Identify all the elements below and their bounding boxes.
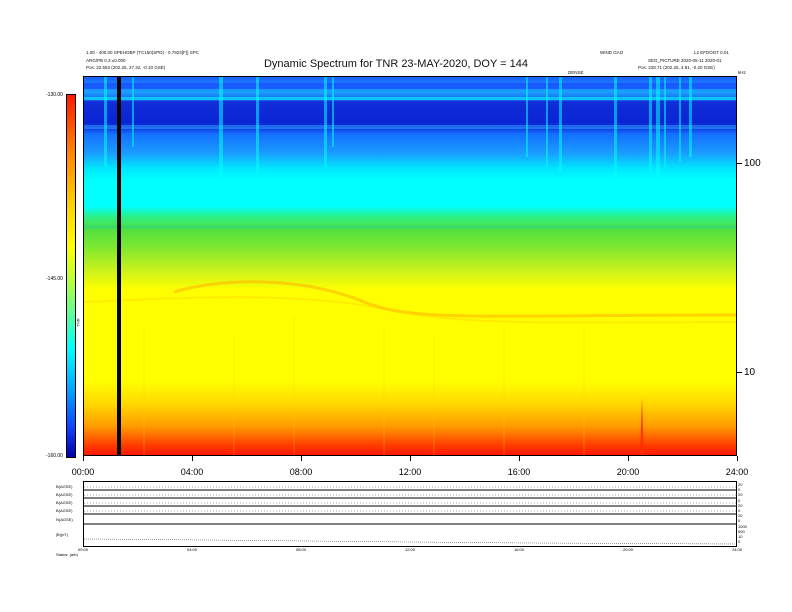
- panel-right-tick-label: 10: [738, 534, 743, 539]
- marker-label: DENSE: [568, 70, 584, 75]
- panel-right-tick-label: 1000: [738, 523, 747, 529]
- panel-right-tick-label: 20: [738, 482, 743, 487]
- x-tick-mark: [519, 456, 520, 461]
- panel-right-tick-label: 500: [738, 528, 745, 534]
- header-info-center-right: WIND GAO: [600, 50, 624, 55]
- panel-right-tick-label: 0: [738, 508, 741, 513]
- panel-x-tick-label: 20:00: [622, 547, 633, 552]
- header-info-right-3: Pos: 228.71 (202.25, 4.81, -0.20 GSE): [638, 65, 715, 70]
- panel-right-tick-label: 0: [738, 518, 741, 524]
- header-info-right-1: L2 EFDOOT 0.01: [694, 50, 729, 55]
- x-tick-label: 24:00: [725, 467, 749, 477]
- data-gap-bar: [117, 77, 121, 455]
- panel-x-tick-label: 08:00: [295, 547, 306, 552]
- colorbar-unit: TNR: [75, 318, 81, 327]
- header-info-left-3: Pos: 22.553 (202.25, 27.32, -0.10 GSE): [86, 65, 166, 70]
- header-info-left-1: 1.00 - 400.00 SPEHOBP (TC150(SPD) - 0.79…: [86, 50, 199, 55]
- x-tick-label: 20:00: [616, 467, 640, 477]
- panel-label-2: B(AGSE): [56, 492, 73, 497]
- panel-right-tick-label: 20: [738, 492, 743, 498]
- panel-label-4: B(AGSE): [56, 508, 73, 513]
- x-tick-mark: [737, 456, 738, 461]
- x-tick-label: 12:00: [398, 467, 422, 477]
- panel-right-tick-label: 0: [738, 497, 741, 503]
- colorbar-label-top: -130.00: [46, 92, 63, 98]
- x-tick-label: 16:00: [507, 467, 531, 477]
- panel-right-tick-label: 20: [738, 513, 743, 519]
- panel-right-tick-label: 20: [738, 502, 743, 508]
- panel-x-tick-label: 04:00: [186, 547, 197, 552]
- panel-footer-label: Status: (a/b): [56, 552, 78, 557]
- y-tick-mark-100: [736, 163, 742, 164]
- y-tick-label-10: 10: [744, 367, 756, 378]
- axis-unit-right: kHz: [738, 70, 746, 75]
- panel-label-5: N(AGSE): [56, 517, 73, 522]
- x-tick-label: 04:00: [180, 467, 204, 477]
- y-tick-mark-10: [736, 372, 742, 373]
- chart-title: Dynamic Spectrum for TNR 23-MAY-2020, DO…: [263, 58, 528, 70]
- panel-label-1: B(AGSE): [56, 484, 73, 489]
- spectrogram-plot: [83, 76, 737, 456]
- colorbar: [66, 94, 76, 458]
- header-info-right-2: SEG_PICTURE 2020-05-11 2020-01: [648, 58, 722, 63]
- colorbar-label-mid: -145.00: [46, 276, 63, 282]
- parameter-panel: [83, 481, 737, 547]
- panel-x-tick-label: 00:00: [77, 547, 88, 552]
- x-tick-mark: [83, 456, 84, 461]
- panel-x-tick-label: 16:00: [513, 547, 524, 552]
- colorbar-label-bottom: -160.00: [46, 453, 63, 459]
- panel-x-tick-label: 12:00: [404, 547, 415, 552]
- x-tick-mark: [192, 456, 193, 461]
- x-tick-label: 00:00: [71, 467, 95, 477]
- x-tick-label: 08:00: [289, 467, 313, 477]
- panel-x-tick-label: 24:00: [731, 547, 742, 552]
- panel-right-tick-label: 0: [738, 539, 741, 545]
- panel-label-6: |B|(nT): [56, 532, 69, 537]
- x-tick-mark: [628, 456, 629, 461]
- panel-label-3: B(AGSE): [56, 500, 73, 505]
- header-info-left-2: ARG/PB 0.3 ±0.000: [86, 58, 126, 63]
- panel-right-tick-label: 0: [738, 487, 741, 493]
- y-tick-label-100: 100: [744, 158, 761, 169]
- x-tick-mark: [410, 456, 411, 461]
- x-tick-mark: [301, 456, 302, 461]
